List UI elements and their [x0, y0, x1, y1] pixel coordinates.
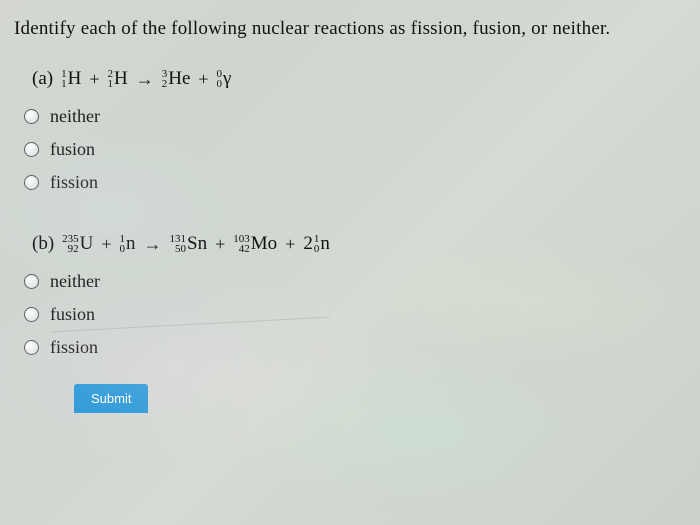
opt-b-neither[interactable]: neither	[24, 271, 686, 292]
option-label: neither	[50, 106, 100, 127]
radio-icon[interactable]	[24, 142, 39, 157]
options-a: neither fusion fission	[24, 106, 686, 193]
nuclide-a-1: 2 1 H	[107, 68, 127, 90]
question-prompt: Identify each of the following nuclear r…	[14, 18, 686, 40]
plus-icon: +	[198, 69, 208, 90]
option-label: fission	[50, 337, 98, 358]
opt-b-fusion[interactable]: fusion	[24, 304, 686, 325]
option-label: fusion	[50, 304, 95, 325]
plus-icon: +	[89, 69, 99, 90]
part-a-label: (a)	[32, 68, 53, 90]
submit-wrap: Submit	[74, 384, 686, 413]
radio-icon[interactable]	[24, 340, 39, 355]
radio-icon[interactable]	[24, 175, 39, 190]
opt-a-fusion[interactable]: fusion	[24, 139, 686, 160]
plus-icon: +	[285, 234, 295, 255]
part-b-label: (b)	[32, 233, 54, 255]
nuclide-a-2: 3 2 He	[162, 68, 191, 90]
plus-icon: +	[101, 234, 111, 255]
part-a: (a) 1 1 H + 2 1 H → 3 2	[14, 68, 686, 193]
radio-icon[interactable]	[24, 109, 39, 124]
coefficient: 2	[303, 233, 313, 255]
equation-b: (b) 235 92 U + 1 0 n → 131	[32, 233, 686, 255]
nuclide-b-1: 1 0 n	[120, 233, 136, 255]
nuclide-a-0: 1 1 H	[61, 68, 81, 90]
nuclide-b-4: 2 1 0 n	[303, 233, 330, 255]
option-label: fission	[50, 172, 98, 193]
opt-a-neither[interactable]: neither	[24, 106, 686, 127]
options-b: neither fusion fission	[24, 271, 686, 358]
nuclide-b-2: 131 50 Sn	[170, 233, 208, 255]
nuclide-b-0: 235 92 U	[62, 233, 93, 255]
plus-icon: +	[215, 234, 225, 255]
part-b: (b) 235 92 U + 1 0 n → 131	[14, 233, 686, 358]
radio-icon[interactable]	[24, 307, 39, 322]
option-label: neither	[50, 271, 100, 292]
submit-button[interactable]: Submit	[74, 384, 148, 413]
equation-a: (a) 1 1 H + 2 1 H → 3 2	[32, 68, 686, 90]
opt-b-fission[interactable]: fission	[24, 337, 686, 358]
nuclide-b-3: 103 42 Mo	[233, 233, 277, 255]
question-page: Identify each of the following nuclear r…	[0, 0, 700, 413]
option-label: fusion	[50, 139, 95, 160]
arrow-icon: →	[144, 234, 162, 255]
arrow-icon: →	[136, 69, 154, 90]
nuclide-a-3: 0 0 γ	[217, 68, 232, 90]
opt-a-fission[interactable]: fission	[24, 172, 686, 193]
radio-icon[interactable]	[24, 274, 39, 289]
